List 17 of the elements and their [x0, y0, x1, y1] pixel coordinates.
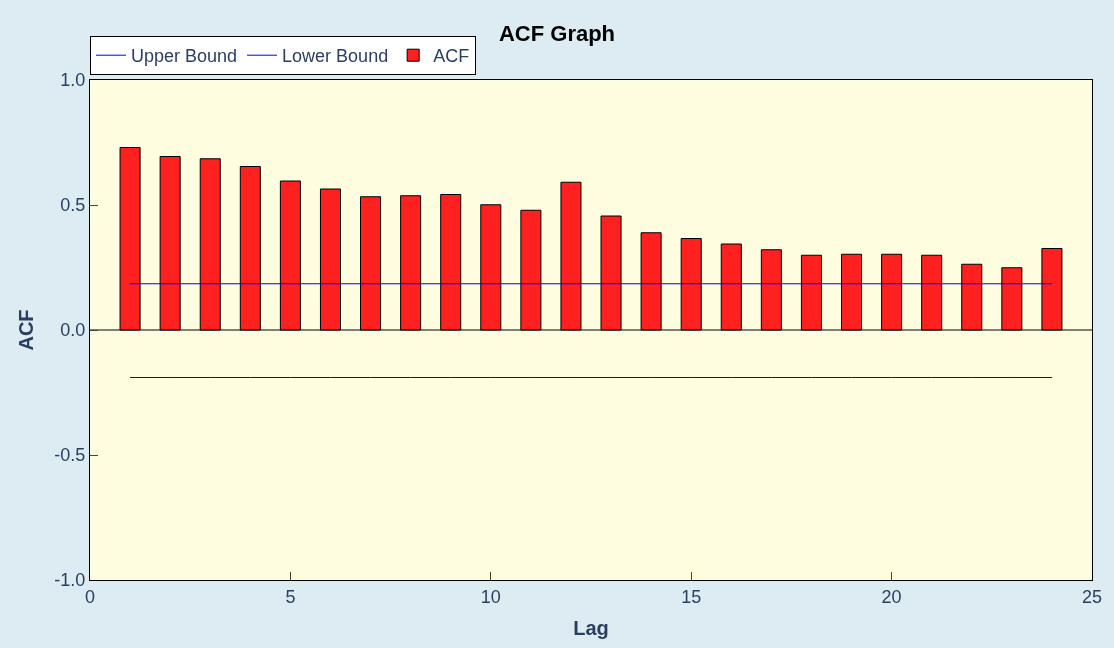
x-tick-label: 20	[881, 586, 902, 607]
x-tick-label: 10	[480, 586, 501, 607]
x-tick-label: 15	[681, 586, 702, 607]
y-tick-label: 0.0	[60, 320, 86, 341]
x-tick-label: 5	[285, 586, 296, 607]
legend-label: ACF	[433, 46, 470, 67]
x-tick-label: 0	[84, 586, 96, 607]
chart-title: ACF Graph	[498, 21, 616, 47]
y-axis-title: ACF	[14, 309, 37, 351]
legend-label: Lower Bound	[282, 46, 389, 67]
x-axis-title: Lag	[573, 617, 609, 640]
x-tick-label: 25	[1081, 586, 1103, 607]
y-tick-label: 1.0	[60, 70, 86, 91]
y-tick-label: -1.0	[54, 570, 86, 591]
legend-label: Upper Bound	[131, 46, 238, 67]
y-tick-label: -0.5	[54, 445, 86, 466]
y-tick-label: 0.5	[60, 195, 86, 216]
